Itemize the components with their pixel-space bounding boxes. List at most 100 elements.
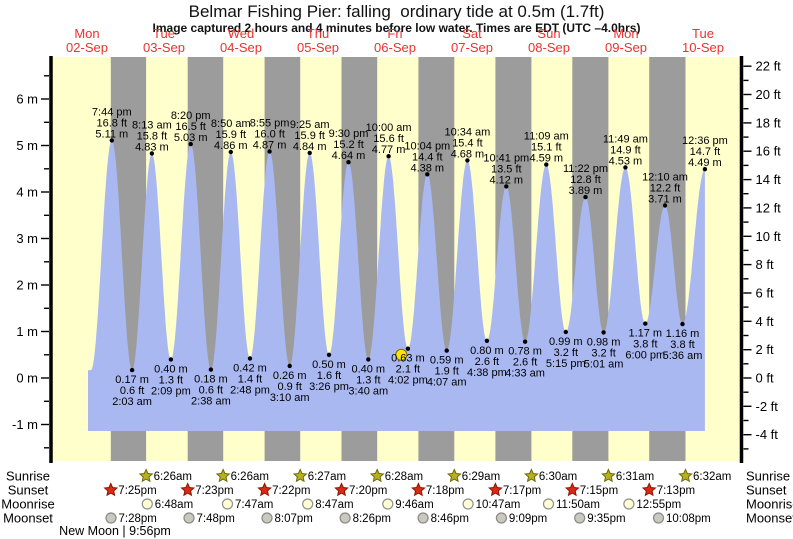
astro-row-moonrise: Moonrise Moonrise 6:48am 7:47am 8:47am 9:46am… [1, 497, 793, 512]
svg-text:7:18pm: 7:18pm [426, 485, 464, 497]
low-tide-annotation: 0.40 m 1.3 ft 3:40 am [348, 357, 388, 397]
svg-text:0.78 m2.6 ft4:33 am: 0.78 m 2.6 ft 4:33 am [505, 346, 545, 380]
chart-subtitle: Image captured 2 hours and 4 minutes bef… [152, 21, 641, 35]
low-tide-annotation: 0.98 m 3.2 ft 5:01 am [584, 330, 624, 370]
svg-text:8:46pm: 8:46pm [431, 513, 469, 525]
svg-text:11:50am: 11:50am [556, 499, 600, 511]
svg-text:2 m: 2 m [16, 278, 38, 293]
low-tide-annotation: 0.78 m 2.6 ft 4:33 am [505, 339, 545, 380]
svg-text:7:15pm: 7:15pm [580, 485, 618, 497]
svg-text:0.50 m1.6 ft3:26 pm: 0.50 m 1.6 ft 3:26 pm [309, 359, 349, 393]
moonrise-icon [623, 498, 635, 510]
low-tide-annotation: 0.26 m 0.9 ft 3:10 am [270, 363, 310, 404]
moonset-icon [261, 512, 273, 524]
svg-text:0.17 m0.6 ft2:03 am: 0.17 m 0.6 ft 2:03 am [112, 374, 152, 408]
sunset-star-icon [411, 482, 426, 497]
svg-text:6:30am: 6:30am [539, 471, 577, 483]
low-tide-annotation: 0.59 m 1.9 ft 4:07 am [427, 348, 467, 389]
svg-text:1 m: 1 m [16, 324, 38, 339]
svg-text:4 m: 4 m [16, 185, 38, 200]
moonset-icon [574, 512, 586, 524]
high-tide-annotation: 9:25 am 15.9 ft 4.84 m [290, 119, 330, 156]
svg-text:6 m: 6 m [16, 92, 38, 107]
high-tide-annotation: 11:49 am 14.9 ft 4.53 m [603, 133, 648, 170]
svg-text:7:23pm: 7:23pm [195, 485, 233, 497]
svg-text:10-Sep: 10-Sep [682, 40, 724, 55]
astro-rows: Sunrise Sunrise 6:26am 6:26am 6:27am 6:28am 6:… [1, 468, 793, 538]
svg-text:Tue: Tue [692, 26, 714, 41]
svg-text:09-Sep: 09-Sep [605, 40, 647, 55]
low-tide-annotation: 0.63 m 2.1 ft 4:02 pm [388, 346, 428, 387]
svg-text:5 m: 5 m [16, 138, 38, 153]
day-labels: Mon02-SepTue03-SepWed04-SepThu05-SepFri0… [66, 26, 724, 55]
svg-text:6:26am: 6:26am [231, 471, 269, 483]
chart-title: Belmar Fishing Pier: falling ordinary ti… [188, 2, 605, 21]
svg-text:0.40 m1.3 ft2:09 pm: 0.40 m 1.3 ft 2:09 pm [151, 363, 191, 397]
svg-text:04-Sep: 04-Sep [220, 40, 262, 55]
sunrise-star-icon [678, 468, 693, 483]
svg-text:1.16 m3.8 ft5:36 am: 1.16 m 3.8 ft 5:36 am [663, 328, 703, 362]
moonrise-icon [542, 498, 555, 510]
sunrise-star-icon [292, 468, 308, 483]
high-tide-annotation: 7:44 pm 16.8 ft 5.11 m [92, 106, 132, 143]
svg-text:0.63 m2.1 ft4:02 pm: 0.63 m 2.1 ft 4:02 pm [388, 353, 428, 387]
svg-text:Thu: Thu [307, 26, 329, 41]
svg-text:10:47am: 10:47am [476, 499, 521, 511]
svg-text:1.17 m3.8 ft6:00 pm: 1.17 m 3.8 ft 6:00 pm [625, 328, 665, 362]
low-tide-annotation: 1.16 m 3.8 ft 5:36 am [663, 321, 703, 362]
row-label-right: Moonset [746, 511, 793, 526]
high-tide-annotation: 12:10 am 12.2 ft 3.71 m [642, 172, 688, 208]
high-tide-annotation: 10:41 pm 13.5 ft 4.12 m [483, 152, 529, 189]
astro-row-sunset: Sunset Sunset 7:25pm 7:23pm 7:22pm 7:20pm 7:18… [8, 482, 787, 498]
high-tide-annotation: 10:00 am 15.6 ft 4.77 m [366, 122, 412, 159]
high-tide-annotation: 12:36 pm 14.7 ft 4.49 m [682, 135, 728, 172]
svg-text:9:35pm: 9:35pm [587, 513, 625, 525]
moonset-icon [183, 512, 195, 524]
sunset-star-icon [488, 482, 503, 497]
svg-text:02-Sep: 02-Sep [66, 40, 108, 55]
svg-text:12 ft: 12 ft [756, 200, 782, 215]
svg-text:07-Sep: 07-Sep [451, 40, 493, 55]
svg-text:6:48am: 6:48am [155, 499, 193, 511]
row-label-right: Sunset [746, 483, 787, 498]
svg-text:0 m: 0 m [16, 371, 38, 386]
svg-text:7:47am: 7:47am [235, 499, 273, 511]
y-axis-right: -4 ft -2 ft 0 ft 2 ft 4 ft 6 ft 8 ft 10 ft 12 ft… [739, 56, 782, 463]
svg-text:0.98 m3.2 ft5:01 am: 0.98 m 3.2 ft 5:01 am [584, 336, 624, 370]
tide-annotations: 7:44 pm 16.8 ft 5.11 m 0.17 m 0.6 ft 2:03 am 8… [92, 106, 728, 408]
svg-text:-2 ft: -2 ft [756, 399, 779, 414]
svg-text:10 ft: 10 ft [756, 229, 782, 244]
svg-text:7:22pm: 7:22pm [272, 485, 310, 497]
low-tide-annotation: 0.40 m 1.3 ft 2:09 pm [151, 357, 191, 397]
tide-curve [88, 140, 705, 431]
svg-text:0.42 m1.4 ft2:48 pm: 0.42 m 1.4 ft 2:48 pm [230, 363, 270, 397]
low-tide-annotation: 0.42 m 1.4 ft 2:48 pm [230, 356, 270, 397]
astro-row-moonset: Moonset Moonset 7:28pm 7:48pm 8:07pm 8:26pm 8:… [3, 511, 793, 526]
low-tide-annotation: 0.80 m 2.6 ft 4:38 pm [467, 338, 507, 379]
row-label-left: Sunset [8, 483, 49, 498]
high-tide-annotation: 10:04 pm 14.4 ft 4.38 m [404, 140, 450, 177]
svg-text:8:07pm: 8:07pm [275, 513, 313, 525]
row-label-left: Moonset [3, 511, 53, 526]
row-label-left: Moonrise [1, 497, 54, 512]
svg-text:Tue: Tue [153, 26, 175, 41]
svg-text:2 ft: 2 ft [756, 342, 774, 357]
svg-text:7:13pm: 7:13pm [657, 485, 695, 497]
high-tide-annotation: 8:50 am 15.9 ft 4.86 m [211, 118, 251, 155]
svg-text:-1 m: -1 m [12, 417, 38, 432]
svg-text:12:55pm: 12:55pm [636, 499, 681, 511]
svg-text:4 ft: 4 ft [756, 314, 774, 329]
high-tide-annotation: 8:13 am 15.8 ft 4.83 m [132, 119, 172, 156]
sunrise-star-icon [446, 468, 462, 483]
high-tide-annotation: 10:34 am 15.4 ft 4.68 m [444, 126, 490, 163]
svg-text:9:09pm: 9:09pm [509, 513, 547, 525]
